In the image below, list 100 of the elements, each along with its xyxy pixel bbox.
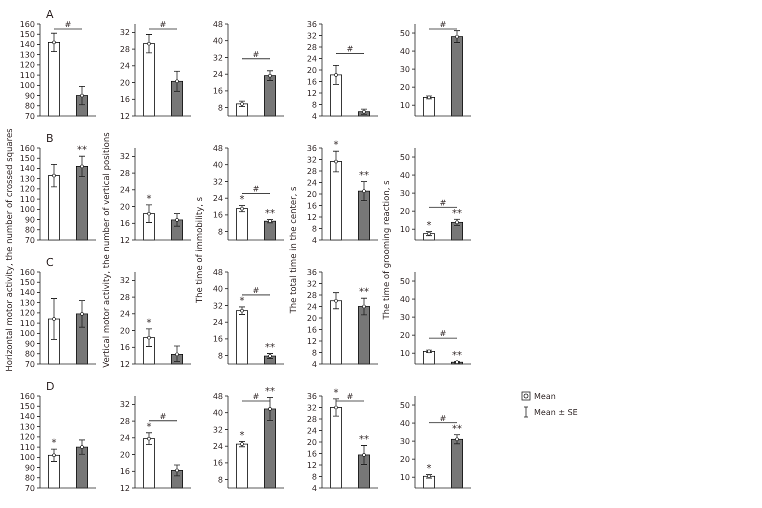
- annotation: #: [440, 414, 447, 423]
- y-tick-label: 80: [24, 350, 35, 359]
- y-tick-label: 16: [306, 77, 317, 86]
- y-tick-label: 10: [400, 224, 410, 234]
- y-tick-label: 80: [24, 226, 35, 235]
- y-tick-label: 20: [400, 82, 410, 92]
- y-tick-label: 28: [120, 44, 130, 54]
- y-tick-label: 30: [400, 64, 410, 74]
- y-tick-label: 24: [120, 310, 130, 319]
- y-tick-label: 120: [20, 184, 35, 194]
- y-tick-label: 16: [212, 86, 223, 96]
- y-tick-label: 28: [306, 42, 317, 52]
- y-tick-label: 12: [306, 88, 317, 98]
- data-label: **: [265, 342, 275, 354]
- y-tick-label: 150: [20, 278, 35, 288]
- y-tick-label: 28: [120, 292, 130, 302]
- y-tick-label: 120: [20, 60, 35, 70]
- y-tick-label: 110: [20, 194, 35, 204]
- y-tick-label: 48: [212, 20, 223, 29]
- y-tick-label: 16: [306, 325, 317, 334]
- y-tick-label: 150: [20, 402, 35, 412]
- y-tick-label: 100: [20, 205, 35, 214]
- y-tick-label: 28: [306, 414, 317, 424]
- y-tick-label: 40: [400, 418, 410, 428]
- y-tick-label: 16: [212, 210, 223, 220]
- data-label: **: [359, 170, 369, 182]
- y-tick-label: 100: [20, 453, 35, 462]
- y-tick-label: 10: [400, 472, 410, 482]
- y-tick-label: 40: [212, 160, 223, 170]
- annotation: #: [160, 412, 167, 421]
- data-label: **: [452, 424, 462, 435]
- y-tick-label: 130: [20, 174, 35, 184]
- y-tick-label: 90: [24, 215, 35, 224]
- y-tick-label: 8: [218, 103, 223, 112]
- annotation: #: [64, 20, 72, 29]
- y-tick-label: 36: [306, 144, 317, 153]
- data-label: **: [452, 208, 462, 220]
- y-tick-label: 150: [20, 30, 35, 40]
- y-tick-label: 28: [120, 168, 130, 178]
- y-tick-label: 70: [24, 360, 35, 369]
- y-tick-label: 8: [312, 472, 317, 482]
- y-tick-label: 20: [400, 206, 410, 216]
- y-tick-label: 32: [212, 53, 223, 62]
- chart-title: D: [46, 380, 54, 393]
- y-tick-label: 32: [212, 301, 223, 310]
- data-label: *: [146, 422, 152, 433]
- y-tick-label: 36: [306, 20, 317, 29]
- text: Mean: [534, 392, 556, 401]
- y-tick-label: 110: [20, 70, 35, 80]
- y-tick-label: 130: [20, 422, 35, 432]
- y-tick-label: 24: [212, 442, 223, 451]
- y-tick-label: 20: [120, 326, 130, 336]
- y-tick-label: 24: [306, 302, 317, 312]
- data-label: *: [240, 296, 244, 307]
- y-tick-label: 100: [20, 329, 35, 338]
- y-tick-label: 24: [212, 70, 223, 79]
- y-tick-label: 20: [120, 202, 130, 212]
- text: Mean ± SE: [534, 408, 578, 417]
- y-tick-label: 10: [400, 348, 410, 358]
- data-label: **: [452, 350, 462, 362]
- annotation: #: [252, 286, 260, 295]
- annotation: #: [252, 392, 260, 401]
- y-tick-label: 50: [400, 152, 410, 162]
- y-tick-label: 24: [212, 318, 223, 327]
- y-tick-label: 40: [212, 408, 223, 418]
- y-tick-label: 80: [24, 474, 35, 483]
- y-tick-label: 8: [312, 100, 317, 110]
- y-tick-label: 36: [306, 268, 317, 277]
- y-tick-label: 40: [400, 294, 410, 304]
- y-tick-label: 50: [400, 276, 410, 286]
- y-tick-label: 8: [312, 224, 317, 234]
- y-tick-label: 8: [218, 227, 223, 236]
- y-tick-label: 16: [120, 219, 130, 228]
- y-tick-label: 50: [400, 28, 410, 38]
- y-tick-label: 28: [120, 416, 130, 426]
- data-label: *: [334, 140, 338, 152]
- y-tick-label: 12: [306, 212, 317, 222]
- data-label: *: [52, 438, 56, 450]
- y-tick-label: 24: [306, 54, 317, 64]
- y-tick-label: 32: [120, 152, 130, 162]
- y-tick-label: 20: [400, 330, 410, 340]
- y-axis-title: The time of immobility, s: [195, 196, 205, 304]
- y-tick-label: 90: [24, 463, 35, 472]
- y-tick-label: 32: [306, 279, 317, 288]
- y-tick-label: 32: [120, 276, 130, 286]
- y-tick-label: 24: [306, 426, 317, 436]
- y-tick-label: 140: [20, 288, 35, 298]
- y-tick-label: 48: [212, 268, 223, 277]
- data-label: *: [146, 318, 152, 329]
- y-tick-label: 24: [306, 178, 317, 188]
- y-tick-label: 16: [306, 201, 317, 210]
- y-axis-title: Horizontal motor activity, the number of crossed squares: [5, 128, 15, 372]
- y-tick-label: 20: [306, 66, 317, 75]
- y-tick-label: 140: [20, 40, 35, 50]
- y-tick-label: 32: [212, 425, 223, 434]
- data-label: **: [359, 434, 369, 446]
- y-tick-label: 120: [20, 308, 35, 318]
- y-tick-label: 16: [306, 449, 317, 458]
- y-tick-label: 20: [306, 314, 317, 323]
- y-tick-label: 12: [120, 360, 130, 369]
